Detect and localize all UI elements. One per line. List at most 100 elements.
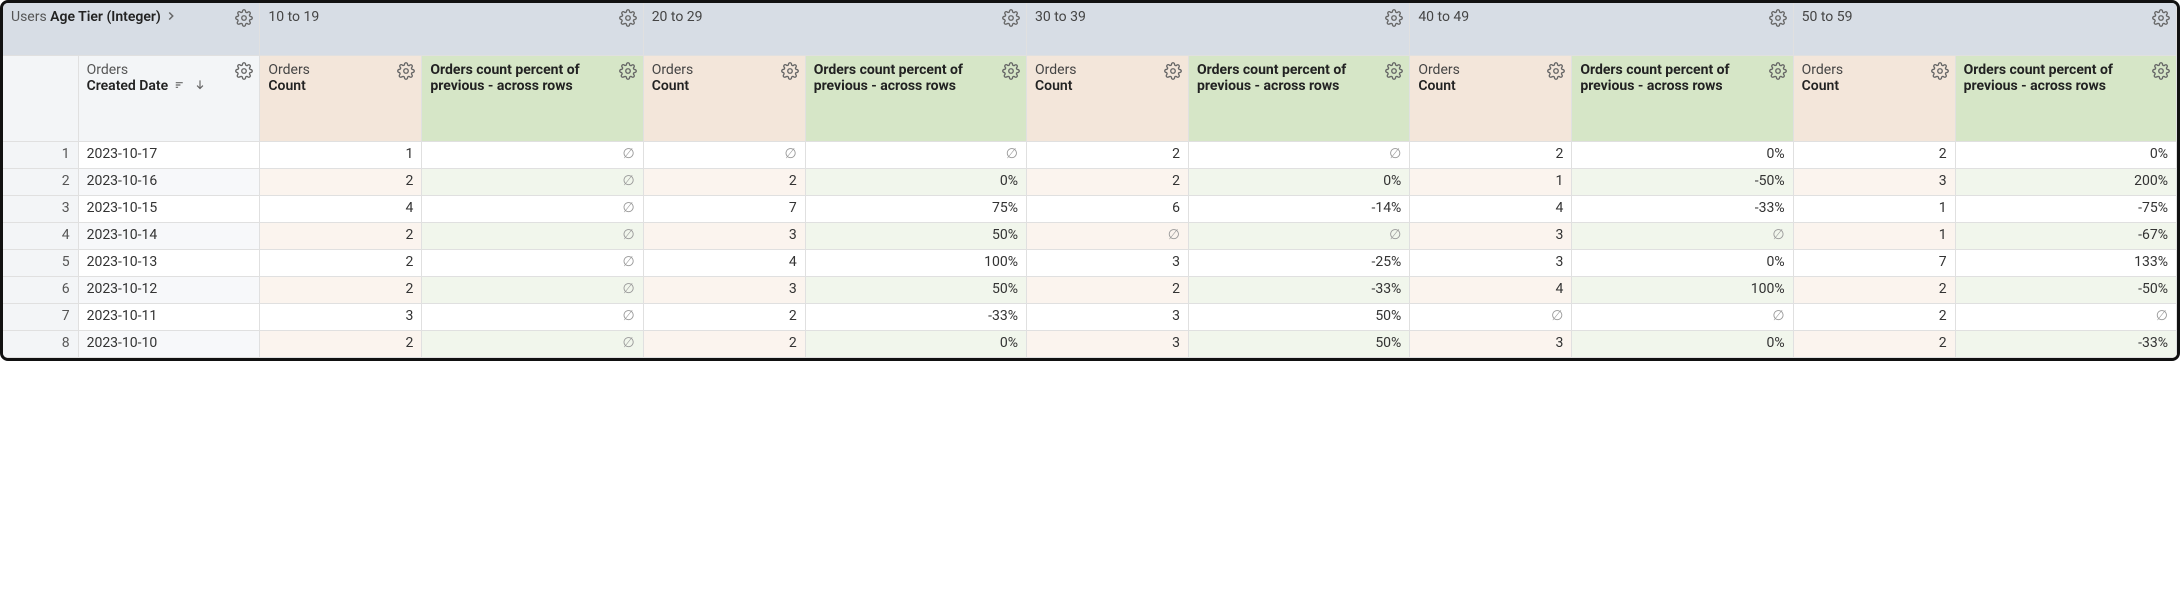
- orders-count-cell[interactable]: 2: [260, 330, 422, 357]
- percent-cell[interactable]: ∅: [422, 168, 643, 195]
- percent-cell[interactable]: -14%: [1189, 195, 1410, 222]
- orders-count-cell[interactable]: 2: [1410, 141, 1572, 168]
- orders-count-cell[interactable]: 3: [260, 303, 422, 330]
- orders-count-cell[interactable]: 2: [643, 303, 805, 330]
- orders-count-header[interactable]: OrdersCount: [643, 55, 805, 141]
- percent-of-previous-header[interactable]: Orders count percent of previous - acros…: [422, 55, 643, 141]
- percent-cell[interactable]: 50%: [1189, 330, 1410, 357]
- percent-cell[interactable]: 0%: [805, 168, 1026, 195]
- gear-icon[interactable]: [235, 9, 253, 27]
- orders-count-cell[interactable]: 2: [1027, 168, 1189, 195]
- date-cell[interactable]: 2023-10-14: [78, 222, 260, 249]
- orders-count-cell[interactable]: 4: [1410, 276, 1572, 303]
- percent-cell[interactable]: ∅: [1572, 303, 1793, 330]
- gear-icon[interactable]: [1002, 9, 1020, 27]
- orders-count-cell[interactable]: 2: [260, 222, 422, 249]
- percent-cell[interactable]: ∅: [422, 276, 643, 303]
- orders-count-cell[interactable]: 4: [643, 249, 805, 276]
- orders-count-cell[interactable]: 2: [260, 276, 422, 303]
- percent-cell[interactable]: 0%: [1189, 168, 1410, 195]
- gear-icon[interactable]: [1769, 9, 1787, 27]
- orders-count-cell[interactable]: 1: [1793, 222, 1955, 249]
- date-cell[interactable]: 2023-10-11: [78, 303, 260, 330]
- percent-cell[interactable]: 100%: [805, 249, 1026, 276]
- percent-cell[interactable]: 133%: [1955, 249, 2176, 276]
- percent-cell[interactable]: ∅: [1189, 141, 1410, 168]
- pivot-dimension-header[interactable]: Users Age Tier (Integer): [3, 3, 260, 55]
- gear-icon[interactable]: [1385, 9, 1403, 27]
- orders-count-cell[interactable]: 3: [1027, 303, 1189, 330]
- percent-cell[interactable]: ∅: [1189, 222, 1410, 249]
- date-dimension-header[interactable]: Orders Created Date: [78, 55, 260, 141]
- date-cell[interactable]: 2023-10-13: [78, 249, 260, 276]
- orders-count-cell[interactable]: 2: [260, 249, 422, 276]
- gear-icon[interactable]: [781, 62, 799, 80]
- percent-cell[interactable]: -25%: [1189, 249, 1410, 276]
- orders-count-cell[interactable]: ∅: [643, 141, 805, 168]
- gear-icon[interactable]: [1931, 62, 1949, 80]
- date-cell[interactable]: 2023-10-12: [78, 276, 260, 303]
- percent-cell[interactable]: -33%: [1572, 195, 1793, 222]
- percent-cell[interactable]: 50%: [1189, 303, 1410, 330]
- percent-cell[interactable]: 0%: [1572, 249, 1793, 276]
- pivot-value-header[interactable]: 40 to 49: [1410, 3, 1793, 55]
- orders-count-cell[interactable]: 3: [1410, 330, 1572, 357]
- orders-count-cell[interactable]: 7: [1793, 249, 1955, 276]
- orders-count-cell[interactable]: 3: [643, 276, 805, 303]
- orders-count-header[interactable]: OrdersCount: [1793, 55, 1955, 141]
- orders-count-cell[interactable]: 2: [643, 168, 805, 195]
- percent-cell[interactable]: ∅: [1572, 222, 1793, 249]
- gear-icon[interactable]: [619, 9, 637, 27]
- percent-cell[interactable]: ∅: [422, 303, 643, 330]
- percent-cell[interactable]: ∅: [422, 249, 643, 276]
- gear-icon[interactable]: [1547, 62, 1565, 80]
- pivot-value-header[interactable]: 10 to 19: [260, 3, 643, 55]
- orders-count-cell[interactable]: 6: [1027, 195, 1189, 222]
- percent-cell[interactable]: ∅: [422, 222, 643, 249]
- orders-count-cell[interactable]: 2: [260, 168, 422, 195]
- percent-cell[interactable]: 100%: [1572, 276, 1793, 303]
- percent-cell[interactable]: ∅: [422, 195, 643, 222]
- orders-count-cell[interactable]: 3: [643, 222, 805, 249]
- percent-cell[interactable]: -33%: [805, 303, 1026, 330]
- percent-of-previous-header[interactable]: Orders count percent of previous - acros…: [1189, 55, 1410, 141]
- percent-cell[interactable]: ∅: [1955, 303, 2176, 330]
- gear-icon[interactable]: [1164, 62, 1182, 80]
- date-cell[interactable]: 2023-10-17: [78, 141, 260, 168]
- orders-count-cell[interactable]: 2: [1027, 276, 1189, 303]
- percent-cell[interactable]: 0%: [805, 330, 1026, 357]
- orders-count-cell[interactable]: 3: [1410, 222, 1572, 249]
- orders-count-cell[interactable]: ∅: [1027, 222, 1189, 249]
- percent-cell[interactable]: -67%: [1955, 222, 2176, 249]
- gear-icon[interactable]: [1385, 62, 1403, 80]
- percent-of-previous-header[interactable]: Orders count percent of previous - acros…: [1572, 55, 1793, 141]
- percent-cell[interactable]: 50%: [805, 276, 1026, 303]
- gear-icon[interactable]: [2152, 62, 2170, 80]
- percent-cell[interactable]: -33%: [1189, 276, 1410, 303]
- orders-count-cell[interactable]: 2: [643, 330, 805, 357]
- orders-count-cell[interactable]: 2: [1793, 303, 1955, 330]
- percent-of-previous-header[interactable]: Orders count percent of previous - acros…: [805, 55, 1026, 141]
- orders-count-cell[interactable]: 3: [1027, 330, 1189, 357]
- orders-count-cell[interactable]: 2: [1793, 330, 1955, 357]
- percent-cell[interactable]: -50%: [1955, 276, 2176, 303]
- percent-cell[interactable]: ∅: [805, 141, 1026, 168]
- date-cell[interactable]: 2023-10-16: [78, 168, 260, 195]
- percent-cell[interactable]: 200%: [1955, 168, 2176, 195]
- orders-count-cell[interactable]: 3: [1793, 168, 1955, 195]
- orders-count-cell[interactable]: 4: [1410, 195, 1572, 222]
- percent-cell[interactable]: 0%: [1955, 141, 2176, 168]
- orders-count-header[interactable]: OrdersCount: [1027, 55, 1189, 141]
- orders-count-cell[interactable]: 2: [1793, 276, 1955, 303]
- orders-count-cell[interactable]: 1: [1410, 168, 1572, 195]
- pivot-value-header[interactable]: 50 to 59: [1793, 3, 2176, 55]
- gear-icon[interactable]: [1769, 62, 1787, 80]
- orders-count-cell[interactable]: 3: [1027, 249, 1189, 276]
- gear-icon[interactable]: [1002, 62, 1020, 80]
- orders-count-cell[interactable]: 1: [1793, 195, 1955, 222]
- pivot-value-header[interactable]: 20 to 29: [643, 3, 1026, 55]
- percent-cell[interactable]: ∅: [422, 141, 643, 168]
- percent-cell[interactable]: 0%: [1572, 330, 1793, 357]
- percent-cell[interactable]: -75%: [1955, 195, 2176, 222]
- percent-cell[interactable]: 0%: [1572, 141, 1793, 168]
